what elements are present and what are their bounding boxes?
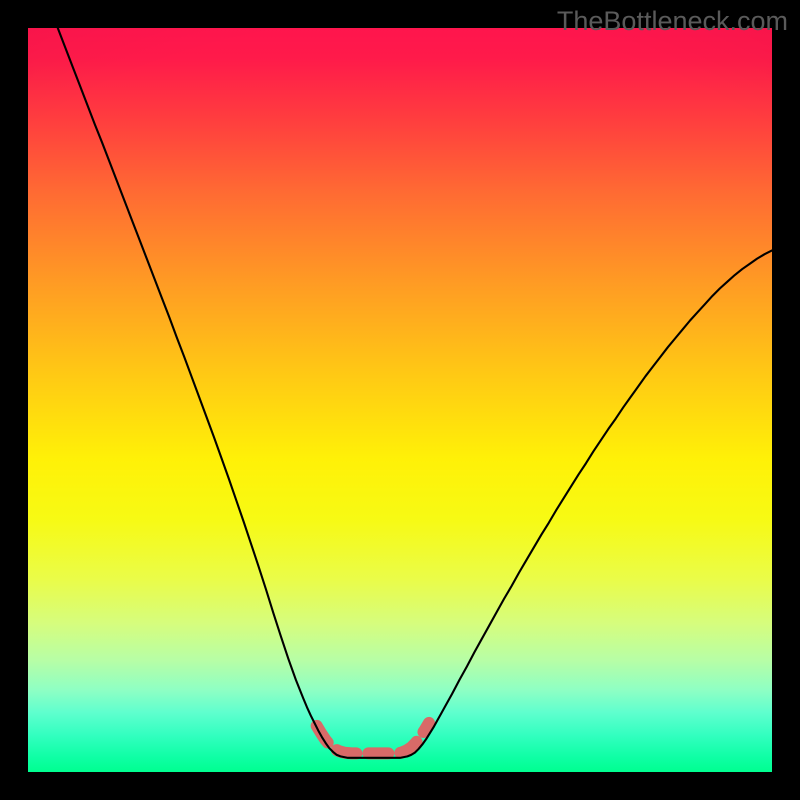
chart-frame: TheBottleneck.com	[0, 0, 800, 800]
plot-area	[28, 28, 772, 772]
source-watermark: TheBottleneck.com	[557, 6, 788, 37]
optimal-band-marker	[317, 723, 429, 754]
curve-layer	[28, 28, 772, 772]
bottleneck-curve	[58, 28, 772, 758]
